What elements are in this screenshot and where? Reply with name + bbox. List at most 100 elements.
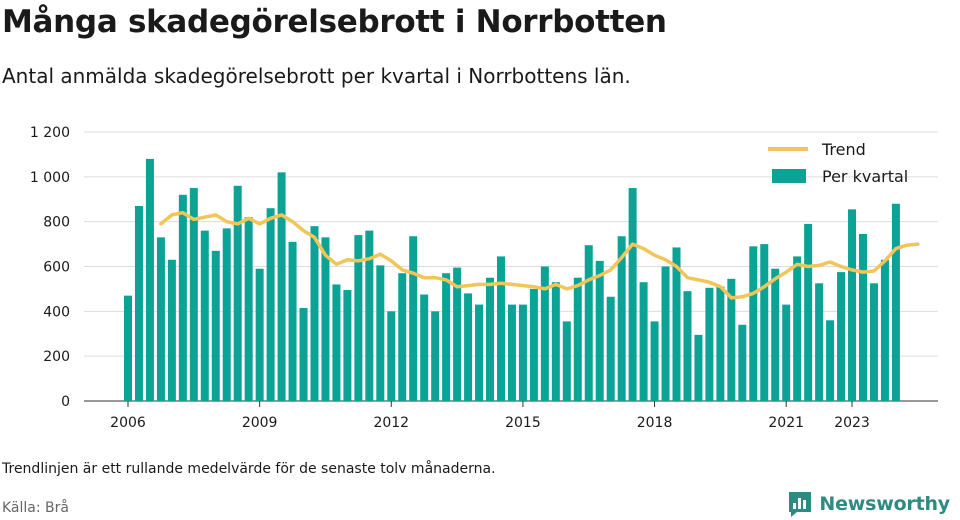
brand-logo[interactable]: Newsworthy (787, 490, 950, 518)
bar (617, 236, 626, 401)
bar (584, 245, 593, 401)
bar (793, 256, 802, 401)
bar (858, 233, 867, 401)
bar (124, 295, 132, 401)
brand-name: Newsworthy (819, 493, 950, 515)
x-tick-label: 2006 (110, 415, 146, 431)
y-tick-label: 600 (43, 260, 70, 276)
bar (200, 230, 209, 401)
chart-title: Många skadegörelsebrott i Norrbotten (2, 4, 667, 40)
y-tick-label: 0 (61, 394, 70, 410)
bar (661, 266, 670, 401)
bar (387, 311, 396, 401)
source-credit: Källa: Brå (2, 500, 69, 516)
bar (848, 209, 857, 401)
y-tick-label: 800 (43, 215, 70, 231)
footnote: Trendlinjen är ett rullande medelvärde f… (2, 461, 496, 477)
bar (343, 290, 352, 401)
legend-trend-label: Trend (821, 140, 866, 159)
x-tick-label: 2018 (637, 415, 673, 431)
y-tick-label: 200 (43, 349, 70, 365)
bar (299, 307, 308, 401)
legend: Trend Per kvartal (768, 140, 908, 186)
bar (826, 320, 835, 401)
y-axis: 0 200 400 600 800 1 000 1 200 (30, 125, 70, 410)
x-tick-label: 2009 (242, 415, 278, 431)
bar (134, 205, 143, 401)
bar (891, 203, 900, 401)
bar (606, 296, 615, 401)
trend-series (159, 210, 920, 300)
bar (310, 226, 319, 401)
bar (518, 304, 527, 401)
bar (277, 172, 286, 401)
bar (475, 304, 484, 401)
y-tick-label: 1 200 (30, 125, 70, 141)
bar (211, 250, 220, 401)
trend-line (159, 210, 920, 300)
bar (771, 268, 780, 401)
bar (222, 228, 231, 401)
bar (464, 293, 473, 401)
bar (507, 304, 516, 401)
bar-series (124, 158, 900, 401)
bar (496, 256, 505, 401)
bar (804, 223, 813, 401)
bar (573, 277, 582, 401)
bar (869, 283, 878, 401)
bar (365, 230, 374, 401)
bar (837, 272, 846, 401)
bar (431, 311, 440, 401)
bar (398, 273, 407, 401)
bar (815, 283, 824, 401)
bar (650, 321, 659, 401)
bar (683, 291, 692, 401)
bar (727, 278, 736, 401)
bar (705, 287, 714, 401)
bar-line-chart: 0 200 400 600 800 1 000 1 200 2006 2009 2012 2015… (30, 125, 938, 431)
bar (409, 236, 418, 401)
bar (442, 273, 451, 401)
bar (178, 194, 187, 401)
bar (595, 260, 604, 401)
bar (167, 259, 176, 401)
x-tick-label: 2012 (373, 415, 409, 431)
bar (486, 277, 495, 401)
bar (244, 217, 253, 401)
bar-chart-logo-icon (789, 492, 812, 517)
bar (453, 267, 462, 401)
legend-bars-label: Per kvartal (822, 167, 908, 186)
x-tick-label: 2023 (834, 415, 870, 431)
bar (760, 244, 769, 401)
bar (672, 247, 681, 401)
bar (288, 241, 297, 401)
chart-subtitle: Antal anmälda skadegörelsebrott per kvar… (2, 64, 631, 88)
bar (420, 294, 429, 401)
bar (376, 265, 385, 401)
bar (694, 334, 703, 401)
bar (782, 304, 791, 401)
bar (321, 237, 330, 401)
bar (255, 268, 264, 401)
bar (266, 208, 275, 401)
bar (189, 188, 198, 401)
bar (529, 288, 538, 401)
y-tick-label: 400 (43, 304, 70, 320)
legend-bars-swatch (772, 169, 806, 183)
bar (332, 284, 341, 401)
bar (540, 266, 549, 401)
bar (562, 321, 571, 401)
bar (880, 259, 889, 401)
x-tick-label: 2021 (768, 415, 804, 431)
bar (628, 188, 637, 401)
bar (145, 158, 154, 401)
bar (156, 237, 165, 401)
bar (716, 286, 725, 401)
bar (639, 282, 648, 401)
bar (354, 235, 363, 401)
y-tick-label: 1 000 (30, 170, 70, 186)
x-axis: 2006 2009 2012 2015 2018 2021 2023 (110, 401, 870, 431)
x-tick-label: 2015 (505, 415, 541, 431)
bar (749, 246, 758, 401)
bar (551, 282, 560, 401)
